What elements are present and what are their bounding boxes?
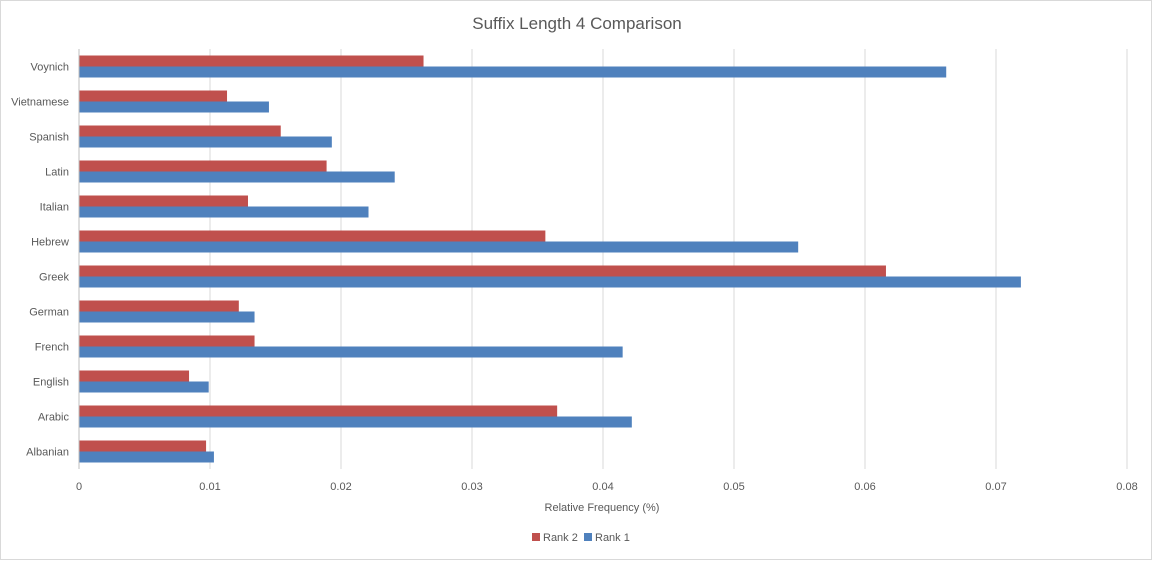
gridlines xyxy=(209,49,1128,469)
x-axis-ticks: 0 0.01 0.02 0.03 0.04 0.05 0.06 0.07 0.08 xyxy=(76,481,1138,493)
y-category-label: German xyxy=(29,307,69,319)
y-category-label: Hebrew xyxy=(31,237,69,249)
bar-rank-2 xyxy=(79,300,239,312)
y-category-label: Vietnamese xyxy=(11,97,69,109)
x-tick-label: 0.05 xyxy=(723,481,744,493)
x-tick-label: 0.01 xyxy=(199,481,220,493)
x-tick-label: 0.08 xyxy=(1116,481,1137,493)
bar-rank-2 xyxy=(79,335,255,347)
bar-rank-2 xyxy=(79,55,424,67)
y-axis-categories: Albanian Arabic English French German Greek He… xyxy=(11,62,69,459)
bar-rank-2 xyxy=(79,125,281,137)
y-category-label: French xyxy=(35,342,69,354)
bar-rank-1 xyxy=(79,101,269,113)
x-tick-label: 0.07 xyxy=(985,481,1006,493)
bar-rank-1 xyxy=(79,416,632,428)
bar-rank-2 xyxy=(79,90,228,102)
x-axis-title: Relative Frequency (%) xyxy=(545,502,660,514)
legend-swatch xyxy=(584,533,592,541)
bar-rank-2 xyxy=(79,370,190,382)
bar-rank-1 xyxy=(79,241,799,253)
y-category-label: Albanian xyxy=(26,447,69,459)
y-category-label: Arabic xyxy=(38,412,70,424)
bar-rank-2 xyxy=(79,160,327,172)
bar-rank-1 xyxy=(79,311,255,323)
x-tick-label: 0.02 xyxy=(330,481,351,493)
bar-rank-1 xyxy=(79,136,332,148)
bar-rank-2 xyxy=(79,405,558,417)
y-category-label: Voynich xyxy=(30,62,69,74)
bar-rank-1 xyxy=(79,206,369,218)
legend-swatch xyxy=(532,533,540,541)
bar-rank-2 xyxy=(79,195,248,207)
bar-rank-1 xyxy=(79,276,1021,288)
y-category-label: Greek xyxy=(39,272,69,284)
bar-rank-2 xyxy=(79,230,546,242)
legend-label: Rank 1 xyxy=(595,532,630,544)
y-category-label: Italian xyxy=(40,202,69,214)
x-tick-label: 0 xyxy=(76,481,82,493)
x-tick-label: 0.04 xyxy=(592,481,613,493)
bar-rank-1 xyxy=(79,346,623,358)
x-tick-label: 0.03 xyxy=(461,481,482,493)
x-tick-label: 0.06 xyxy=(854,481,875,493)
bar-rank-1 xyxy=(79,451,214,463)
y-category-label: Spanish xyxy=(29,132,69,144)
bar-rank-2 xyxy=(79,440,207,452)
bar-rank-2 xyxy=(79,265,886,277)
bar-rank-1 xyxy=(79,381,209,393)
bar-rank-1 xyxy=(79,66,947,78)
bars xyxy=(79,55,1021,463)
legend: Rank 2 Rank 1 xyxy=(532,532,630,544)
bar-rank-1 xyxy=(79,171,395,183)
y-category-label: English xyxy=(33,377,69,389)
legend-label: Rank 2 xyxy=(543,532,578,544)
chart-title: Suffix Length 4 Comparison xyxy=(472,14,681,33)
y-category-label: Latin xyxy=(45,167,69,179)
